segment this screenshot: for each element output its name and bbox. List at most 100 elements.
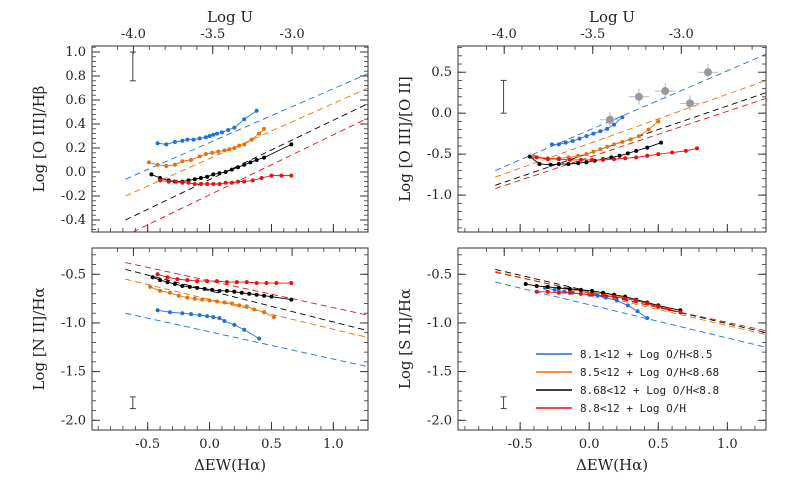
data-point xyxy=(237,143,242,148)
series-line xyxy=(148,128,265,167)
data-point xyxy=(232,125,237,130)
data-point xyxy=(254,292,259,297)
data-point xyxy=(174,179,179,184)
data-point xyxy=(232,322,237,327)
y-tick-label: -1.0 xyxy=(427,316,452,331)
data-point xyxy=(589,288,594,293)
y-axis-label: Log [O III]/Hβ xyxy=(30,86,48,193)
data-point xyxy=(589,157,594,162)
data-point xyxy=(205,314,210,319)
data-point xyxy=(197,313,202,318)
data-point xyxy=(180,283,185,288)
series-line xyxy=(533,121,659,159)
data-point xyxy=(570,139,575,144)
y-tick-label: 0.6 xyxy=(65,93,86,108)
data-point xyxy=(242,162,247,167)
data-point xyxy=(217,316,222,321)
data-point xyxy=(262,126,267,131)
y-tick-label: 0.0 xyxy=(65,165,86,180)
y-tick-label: -0.5 xyxy=(427,267,452,282)
data-point xyxy=(229,167,234,172)
data-point xyxy=(556,157,561,162)
data-point xyxy=(210,150,215,155)
data-point xyxy=(605,144,610,149)
data-point xyxy=(187,284,192,289)
panel-frame-sii-ha xyxy=(457,247,767,431)
data-point xyxy=(236,165,241,170)
y-tick-label: 0.8 xyxy=(65,69,86,84)
data-point xyxy=(567,286,572,291)
data-point xyxy=(195,279,200,284)
model-line xyxy=(495,271,766,332)
data-point xyxy=(210,287,215,292)
data-point xyxy=(534,283,539,288)
data-point xyxy=(185,137,190,142)
data-point xyxy=(158,288,163,293)
data-point xyxy=(656,152,661,157)
data-point xyxy=(605,126,610,131)
data-point xyxy=(694,146,699,151)
data-point xyxy=(195,285,200,290)
data-point xyxy=(207,134,212,138)
gray-point xyxy=(634,92,643,101)
data-point xyxy=(257,336,262,341)
data-point xyxy=(254,281,259,286)
top-tick-label: -4.0 xyxy=(121,27,146,42)
data-point xyxy=(203,152,208,156)
data-point xyxy=(155,162,160,167)
data-point xyxy=(192,296,197,301)
data-point xyxy=(576,161,581,166)
data-point xyxy=(198,182,203,186)
gray-point xyxy=(605,115,614,124)
y-tick-label: -1.5 xyxy=(427,365,452,380)
data-point xyxy=(247,291,252,296)
data-point xyxy=(577,136,582,141)
data-point xyxy=(259,176,264,180)
data-point xyxy=(242,142,247,147)
data-point xyxy=(155,308,160,313)
data-point xyxy=(576,153,581,158)
model-line xyxy=(125,262,368,316)
data-point xyxy=(656,304,661,309)
data-point xyxy=(271,315,276,320)
data-point xyxy=(222,300,227,305)
data-point xyxy=(222,318,227,323)
data-point xyxy=(216,149,221,154)
x-tick-label: -0.5 xyxy=(508,437,533,452)
data-point xyxy=(289,142,294,147)
top-axis-label: Log U xyxy=(207,8,253,26)
data-point xyxy=(545,289,550,294)
data-point xyxy=(523,282,528,287)
data-point xyxy=(269,173,274,178)
top-tick-label: -3.0 xyxy=(669,27,694,42)
series-line xyxy=(157,110,257,145)
data-point xyxy=(601,290,606,295)
data-point xyxy=(584,152,589,157)
data-point xyxy=(584,134,589,139)
y-tick-label: -0.2 xyxy=(61,189,86,204)
data-point xyxy=(172,162,177,167)
data-point xyxy=(634,155,639,160)
legend-label: 8.8<12 + Log O/H xyxy=(580,402,686,415)
data-point xyxy=(155,141,160,146)
data-point xyxy=(227,147,232,152)
model-line xyxy=(495,268,766,334)
data-point xyxy=(645,153,650,158)
x-axis-label: ΔEW(Hα) xyxy=(576,456,648,474)
data-point xyxy=(211,182,216,186)
data-point xyxy=(625,303,630,308)
data-point xyxy=(646,127,651,132)
y-axis-label: Log [O III]/[O II] xyxy=(396,76,414,202)
data-point xyxy=(248,160,253,165)
x-axis-label: ΔEW(Hα) xyxy=(194,456,266,474)
data-point xyxy=(262,310,267,315)
data-point xyxy=(164,164,169,168)
data-point xyxy=(242,327,247,332)
data-point xyxy=(198,176,203,180)
y-tick-label: -2.0 xyxy=(61,413,86,428)
data-point xyxy=(192,177,197,182)
data-point xyxy=(623,296,628,301)
data-point xyxy=(165,275,170,280)
data-point xyxy=(601,293,606,298)
